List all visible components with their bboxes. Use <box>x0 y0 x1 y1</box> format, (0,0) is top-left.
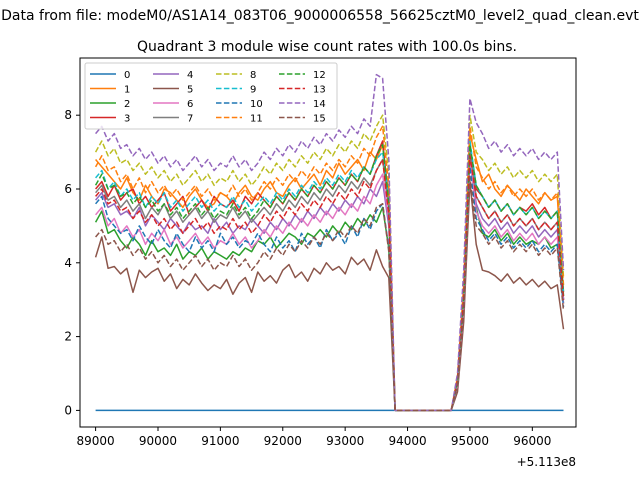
legend-label-8: 8 <box>250 70 256 81</box>
plot-frame <box>79 57 577 428</box>
series-line-6 <box>95 158 565 412</box>
y-tick-label: 0 <box>64 403 72 417</box>
series-layer <box>94 73 565 412</box>
series-line-15 <box>95 177 565 412</box>
legend-label-13: 13 <box>313 85 326 96</box>
series-line-14 <box>95 73 565 412</box>
legend-label-10: 10 <box>250 99 263 110</box>
x-tick-label: 90000 <box>139 434 177 448</box>
series-line-10 <box>95 166 565 412</box>
legend-label-9: 9 <box>250 85 256 96</box>
series-line-1 <box>95 132 565 412</box>
series-line-11 <box>94 125 565 412</box>
y-tick-label: 6 <box>64 182 72 196</box>
series-line-12 <box>94 143 565 412</box>
legend-label-7: 7 <box>187 114 193 125</box>
series-line-5 <box>94 180 565 412</box>
legend-box <box>84 62 338 130</box>
legend-label-2: 2 <box>124 99 130 110</box>
y-tick-label: 8 <box>64 108 72 122</box>
legend-label-5: 5 <box>187 85 193 96</box>
series-line-8 <box>94 114 565 412</box>
x-tick-label: 96000 <box>513 434 551 448</box>
legend-label-3: 3 <box>124 114 130 125</box>
legend-label-15: 15 <box>313 114 326 125</box>
legend-label-6: 6 <box>187 99 193 110</box>
y-tick-label: 2 <box>64 330 72 344</box>
x-tick-label: 91000 <box>201 434 239 448</box>
legend-label-1: 1 <box>124 85 130 96</box>
legend-label-11: 11 <box>250 114 263 125</box>
x-tick-label: 94000 <box>388 434 426 448</box>
y-axis: 0 2 4 6 8 <box>64 108 80 417</box>
x-offset-label: +5.113e8 <box>517 455 576 469</box>
legend-label-4: 4 <box>187 70 193 81</box>
x-tick-label: 93000 <box>326 434 364 448</box>
x-tick-label: 95000 <box>451 434 489 448</box>
series-line-7 <box>95 151 565 412</box>
legend-label-14: 14 <box>313 99 326 110</box>
chart-suptitle: Data from file: modeM0/AS1A14_083T06_900… <box>1 8 639 24</box>
x-tick-label: 92000 <box>264 434 302 448</box>
x-axis: 89000 90000 91000 92000 93000 94000 95000 96000 <box>77 427 551 448</box>
chart-title: Quadrant 3 module wise count rates with … <box>137 39 517 55</box>
legend-label-12: 12 <box>313 70 326 81</box>
series-line-4 <box>95 155 565 412</box>
series-line-13 <box>95 155 565 412</box>
x-tick-label: 89000 <box>77 434 115 448</box>
series-line-2 <box>94 140 565 412</box>
legend-label-0: 0 <box>124 70 130 81</box>
y-tick-label: 4 <box>64 256 72 270</box>
